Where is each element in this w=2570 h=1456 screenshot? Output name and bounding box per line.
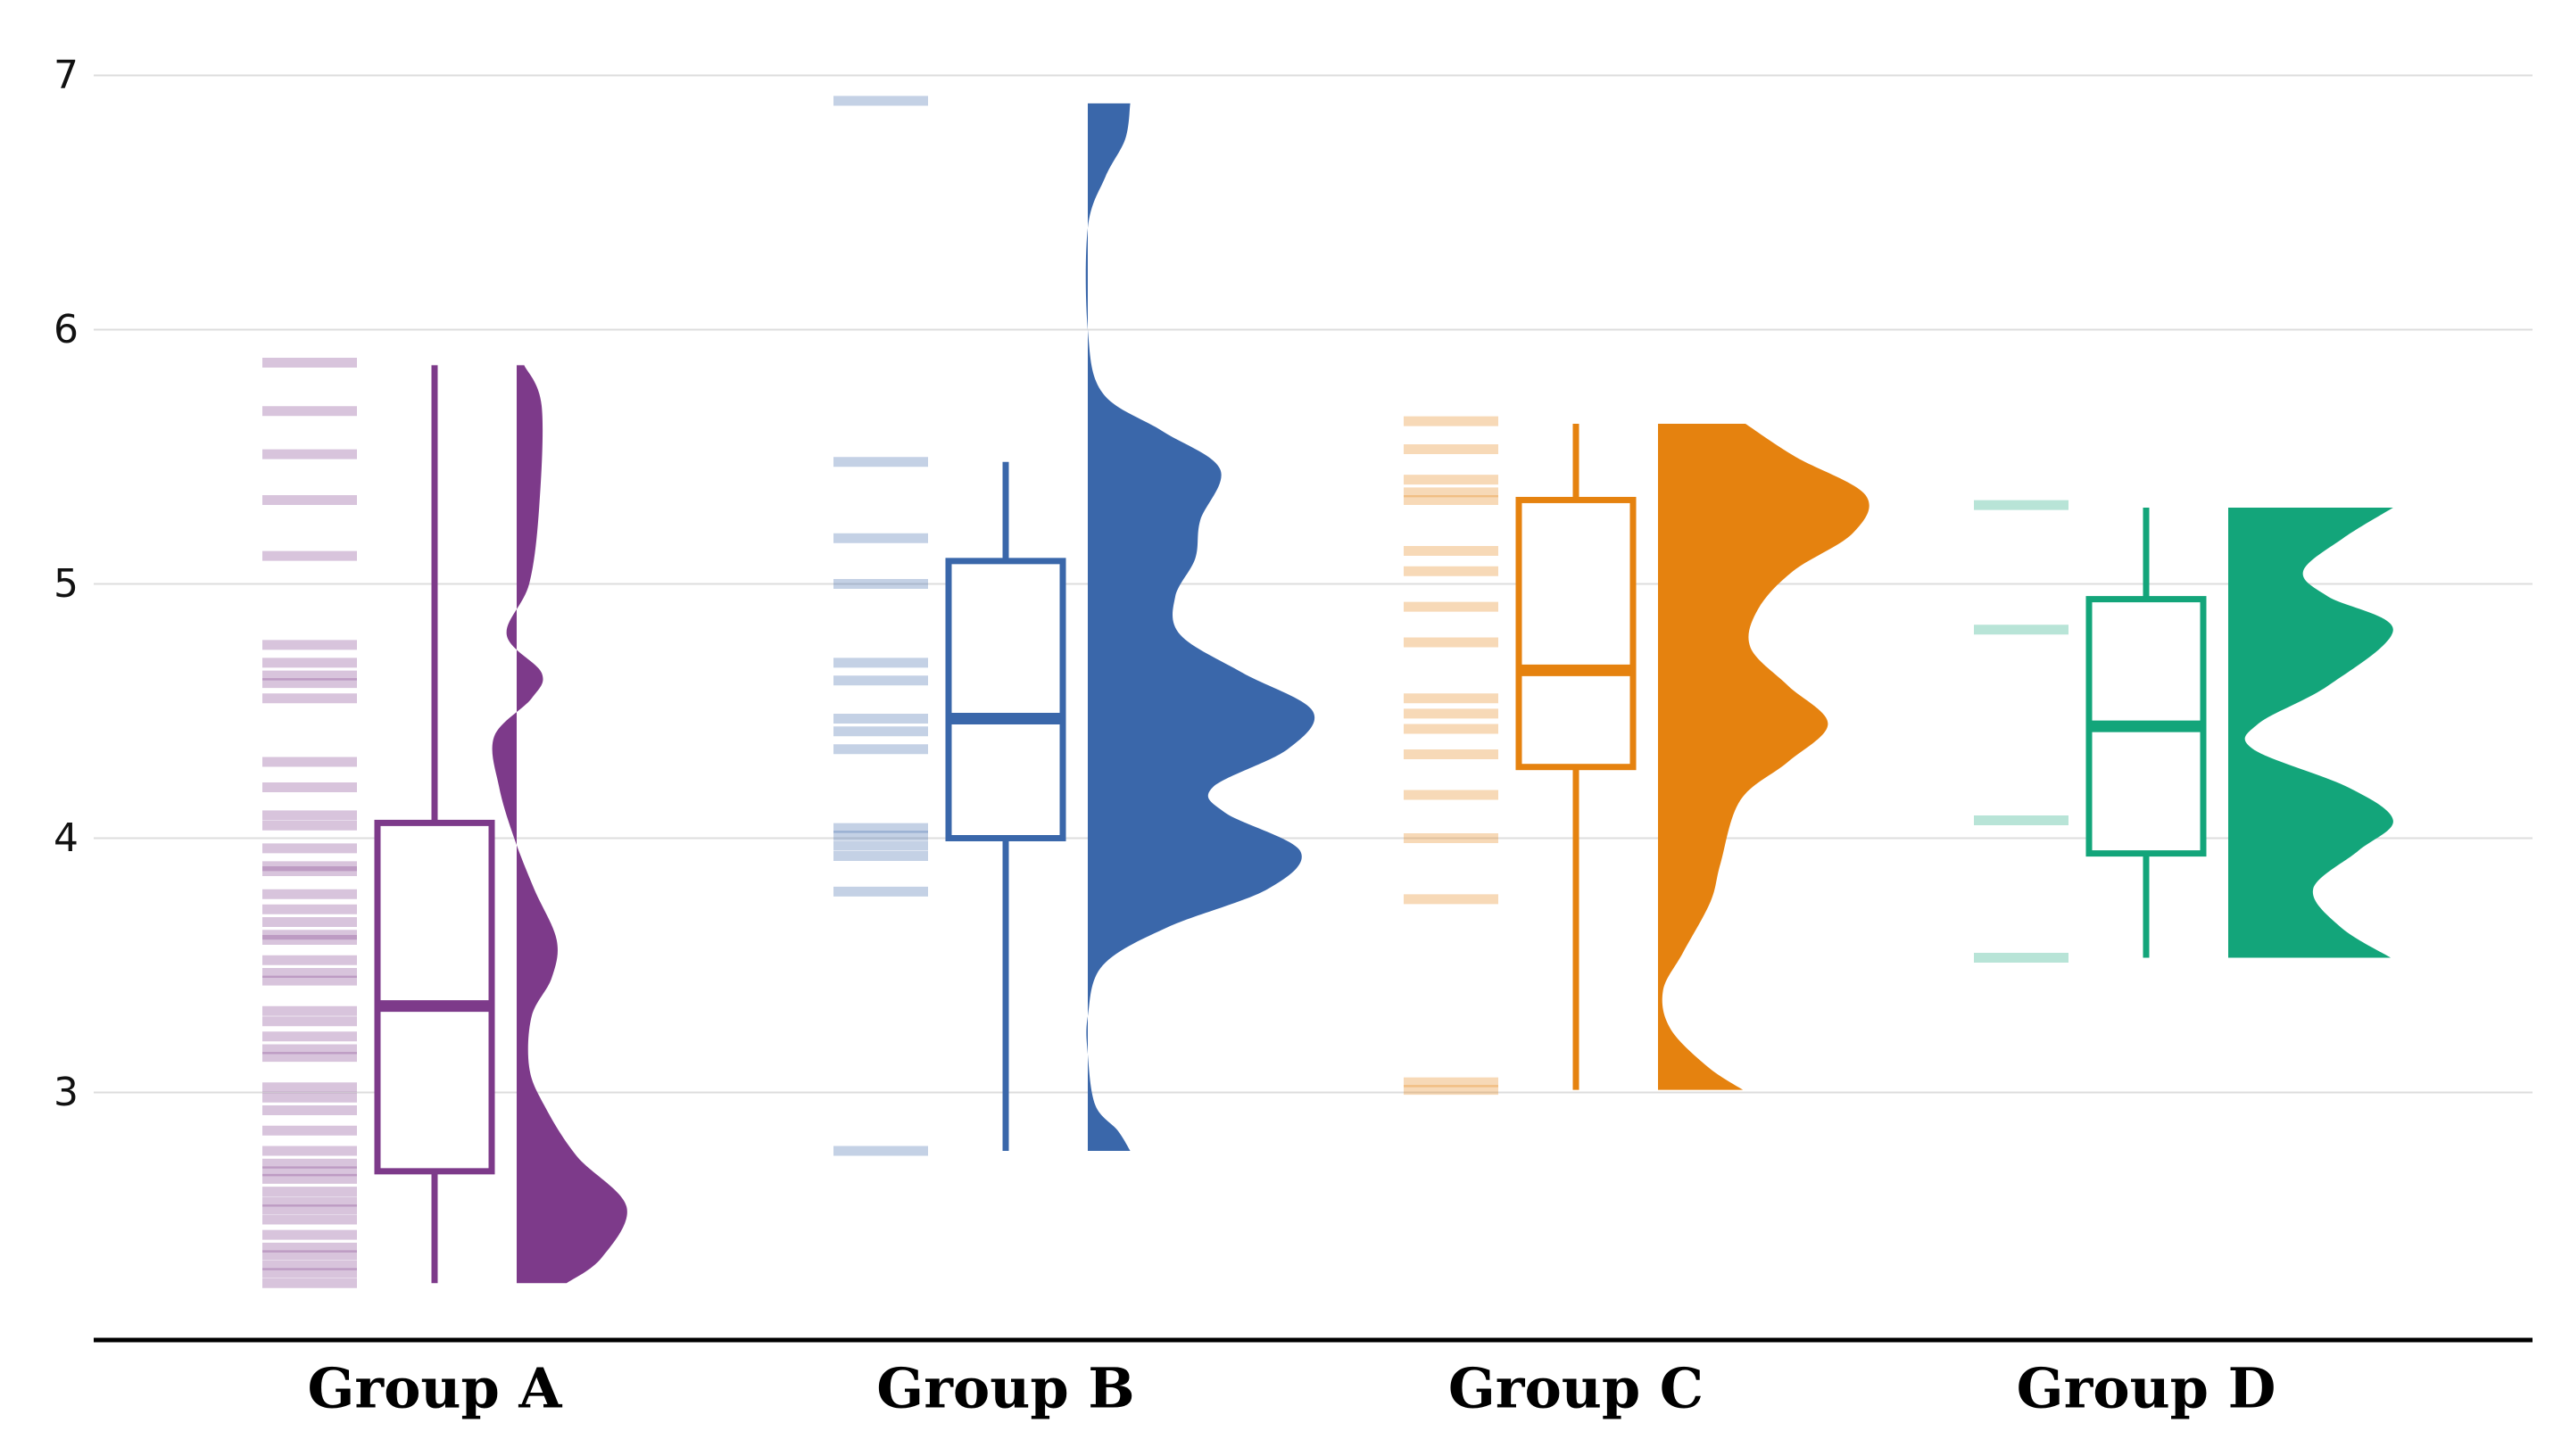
y-tick-label: 4 [54,815,79,861]
group-c [1404,416,1869,1096]
density-cloud [1085,103,1315,1152]
y-tick-label: 6 [54,307,79,352]
density-cloud [492,365,627,1284]
x-axis-label-group-a: Group A [307,1356,562,1421]
y-tick-label: 5 [54,561,79,607]
group-d [1974,500,2393,963]
density-cloud [2228,508,2393,958]
group-a [262,358,627,1288]
x-axis-label-group-c: Group C [1448,1356,1704,1421]
box-iqr [374,819,495,1175]
y-tick-label: 7 [54,53,79,98]
density-cloud [1658,423,1869,1090]
box-iqr [945,558,1066,841]
box-iqr [1515,496,1637,771]
groups [262,95,2393,1288]
x-axis-labels: Group A Group B Group C Group D [307,1356,2276,1421]
y-axis-ticks: 3 4 5 6 7 [54,53,79,1115]
x-axis-label-group-b: Group B [876,1356,1134,1421]
x-axis-label-group-d: Group D [2017,1356,2276,1421]
group-b [833,95,1315,1156]
y-tick-label: 3 [54,1070,79,1115]
